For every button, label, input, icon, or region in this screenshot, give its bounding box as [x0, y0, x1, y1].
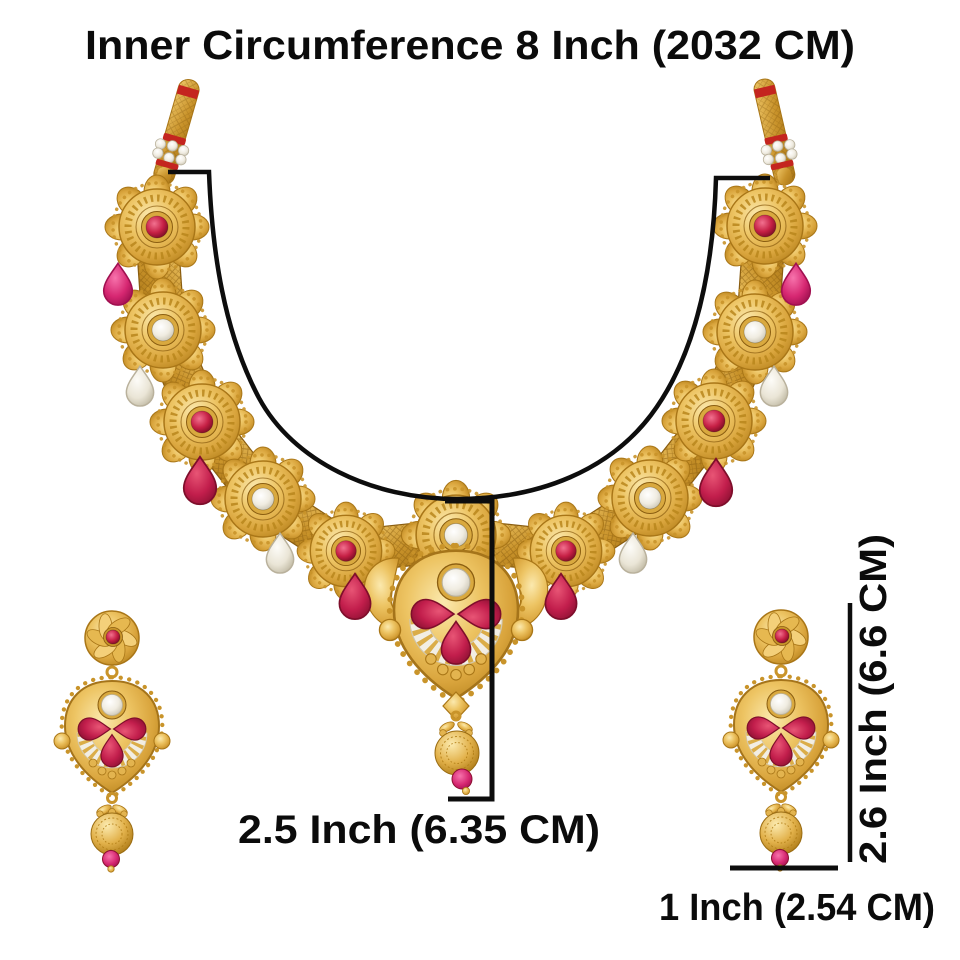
right-tie-cord: [746, 75, 804, 188]
pendant-pink-bead: [451, 768, 473, 790]
flower-medallion: [105, 175, 209, 279]
pendant-gold-ball: [434, 730, 480, 776]
pendant-heart-drop: [379, 546, 532, 704]
pendant-drop-label: 2.5 Inch (6.35 CM): [238, 808, 600, 852]
measurement-overlay: Inner Circumference 8 Inch (2032 CM) 2.5…: [85, 22, 935, 929]
necklace: [104, 75, 817, 796]
title-label: Inner Circumference 8 Inch (2032 CM): [85, 22, 855, 68]
pendant-drop-line: [445, 498, 495, 802]
flower-medallion: [662, 369, 766, 473]
flower-medallion: [713, 174, 817, 278]
pendant-finial: [442, 691, 470, 721]
pendant-tip-bead: [461, 787, 470, 796]
right-earring: [723, 610, 839, 871]
flower-medallion: [598, 446, 702, 550]
ball-texture: [440, 736, 474, 770]
ball-texture: [446, 742, 468, 764]
centre-pendant: [358, 480, 554, 796]
pendant-link: [450, 710, 462, 722]
left-earring: [54, 611, 170, 872]
flower-medallion: [211, 447, 315, 551]
earring-width-label: 1 Inch (2.54 CM): [659, 887, 935, 929]
earring-height-label: 2.6 Inch (6.6 CM): [853, 534, 895, 864]
